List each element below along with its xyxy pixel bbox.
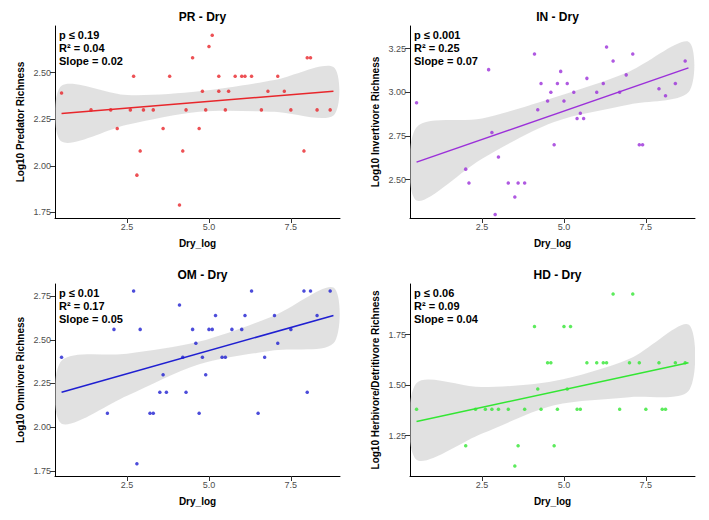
svg-text:7.5: 7.5 [640, 480, 653, 490]
svg-text:p ≤ 0.001: p ≤ 0.001 [414, 29, 460, 41]
svg-text:2.50: 2.50 [33, 335, 51, 345]
svg-text:Slope = 0.04: Slope = 0.04 [414, 313, 479, 325]
svg-text:2.75: 2.75 [33, 291, 51, 301]
svg-text:Slope = 0.05: Slope = 0.05 [59, 313, 123, 325]
svg-text:p ≤ 0.01: p ≤ 0.01 [59, 287, 99, 299]
svg-text:Slope = 0.02: Slope = 0.02 [59, 55, 123, 67]
svg-text:1.50: 1.50 [388, 380, 406, 390]
svg-text:2.5: 2.5 [121, 480, 134, 490]
svg-text:7.5: 7.5 [285, 480, 298, 490]
svg-text:3.00: 3.00 [388, 87, 406, 97]
svg-text:7.5: 7.5 [285, 222, 298, 232]
svg-text:1.75: 1.75 [33, 207, 51, 217]
svg-text:2.75: 2.75 [388, 131, 406, 141]
svg-text:Dry_log: Dry_log [534, 238, 571, 249]
svg-text:OM - Dry: OM - Dry [177, 268, 227, 282]
svg-text:Log10 Predator Richness: Log10 Predator Richness [15, 61, 26, 182]
svg-text:2.25: 2.25 [33, 114, 51, 124]
svg-text:2.5: 2.5 [476, 480, 489, 490]
svg-text:2.50: 2.50 [33, 68, 51, 78]
svg-text:p ≤ 0.06: p ≤ 0.06 [414, 287, 454, 299]
svg-text:p ≤ 0.19: p ≤ 0.19 [59, 29, 99, 41]
svg-text:HD - Dry: HD - Dry [533, 268, 581, 282]
svg-text:Log10 Invertivore Richness: Log10 Invertivore Richness [370, 56, 381, 187]
svg-text:2.5: 2.5 [476, 222, 489, 232]
svg-text:2.5: 2.5 [121, 222, 134, 232]
svg-text:1.75: 1.75 [388, 330, 406, 340]
svg-text:5.0: 5.0 [203, 222, 216, 232]
svg-text:2.00: 2.00 [33, 422, 51, 432]
svg-text:3.25: 3.25 [388, 44, 406, 54]
svg-text:R² = 0.25: R² = 0.25 [414, 42, 460, 54]
svg-text:2.50: 2.50 [388, 175, 406, 185]
svg-text:2.25: 2.25 [33, 378, 51, 388]
svg-text:5.0: 5.0 [558, 480, 571, 490]
svg-text:1.75: 1.75 [33, 466, 51, 476]
svg-text:Dry_log: Dry_log [179, 238, 216, 249]
svg-text:5.0: 5.0 [203, 480, 216, 490]
svg-text:Slope = 0.07: Slope = 0.07 [414, 55, 478, 67]
svg-text:7.5: 7.5 [640, 222, 653, 232]
svg-text:1.25: 1.25 [388, 431, 406, 441]
svg-text:Dry_log: Dry_log [179, 496, 216, 507]
svg-text:Dry_log: Dry_log [534, 496, 571, 507]
svg-text:R² = 0.17: R² = 0.17 [59, 300, 105, 312]
svg-text:PR - Dry: PR - Dry [179, 10, 227, 24]
svg-text:Log10 Omnivore Richness: Log10 Omnivore Richness [15, 316, 26, 443]
svg-text:R² = 0.09: R² = 0.09 [414, 300, 460, 312]
svg-text:5.0: 5.0 [558, 222, 571, 232]
svg-text:Log10 Herbivore/Detritivore Ri: Log10 Herbivore/Detritivore Richness [370, 290, 381, 469]
svg-text:R² = 0.04: R² = 0.04 [59, 42, 105, 54]
svg-text:IN - Dry: IN - Dry [536, 10, 579, 24]
svg-text:2.00: 2.00 [33, 161, 51, 171]
